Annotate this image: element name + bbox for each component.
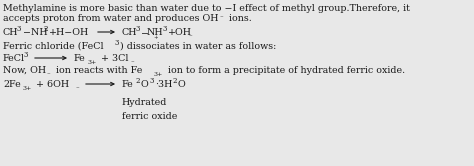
Text: + 3Cl: + 3Cl [98,54,128,63]
Text: 3: 3 [17,25,21,33]
Text: 3: 3 [163,25,167,33]
Text: +OH: +OH [168,28,192,37]
Text: ·3H: ·3H [155,80,173,89]
Text: Hydrated: Hydrated [122,98,167,107]
Text: ion to form a precipitate of hydrated ferric oxide.: ion to form a precipitate of hydrated fe… [165,66,405,75]
Text: ⁻: ⁻ [189,34,193,42]
Text: CH: CH [3,28,18,37]
Text: Fe: Fe [122,80,134,89]
Text: + 6OH: + 6OH [33,80,69,89]
Text: NH: NH [147,28,164,37]
Text: accepts proton from water and produces OH: accepts proton from water and produces O… [3,14,219,23]
Text: Methylamine is more basic than water due to −I effect of methyl group.Therefore,: Methylamine is more basic than water due… [3,4,410,13]
Text: −: − [141,28,149,37]
Text: Now, OH: Now, OH [3,66,46,75]
Text: 2Fe: 2Fe [3,80,21,89]
Text: ferric oxide: ferric oxide [122,112,177,121]
Text: −NH: −NH [23,28,47,37]
Text: ⁻: ⁻ [47,72,51,80]
Text: ⁻: ⁻ [76,86,80,94]
Text: ) dissociates in water as follows:: ) dissociates in water as follows: [120,42,276,51]
Text: Ferric chloride (FeCl: Ferric chloride (FeCl [3,42,104,51]
Text: 3: 3 [115,39,119,47]
Text: 2: 2 [44,25,48,33]
Text: CH: CH [122,28,137,37]
Text: ⁻: ⁻ [220,15,224,23]
Text: 3: 3 [150,77,155,85]
Text: 2: 2 [173,77,177,85]
Text: 3+: 3+ [22,86,31,91]
Text: O: O [141,80,149,89]
Text: O: O [178,80,186,89]
Text: 2: 2 [136,77,140,85]
Text: 3: 3 [136,25,140,33]
Text: 3+: 3+ [87,60,96,65]
Text: +H−OH: +H−OH [49,28,89,37]
Text: ion reacts with Fe: ion reacts with Fe [53,66,142,75]
Text: 3: 3 [24,51,28,59]
Text: ions.: ions. [226,14,252,23]
Text: FeCl: FeCl [3,54,25,63]
Text: +: + [153,35,158,40]
Text: ⁻: ⁻ [131,60,135,68]
Text: 3+: 3+ [153,72,162,77]
Text: Fe: Fe [74,54,86,63]
